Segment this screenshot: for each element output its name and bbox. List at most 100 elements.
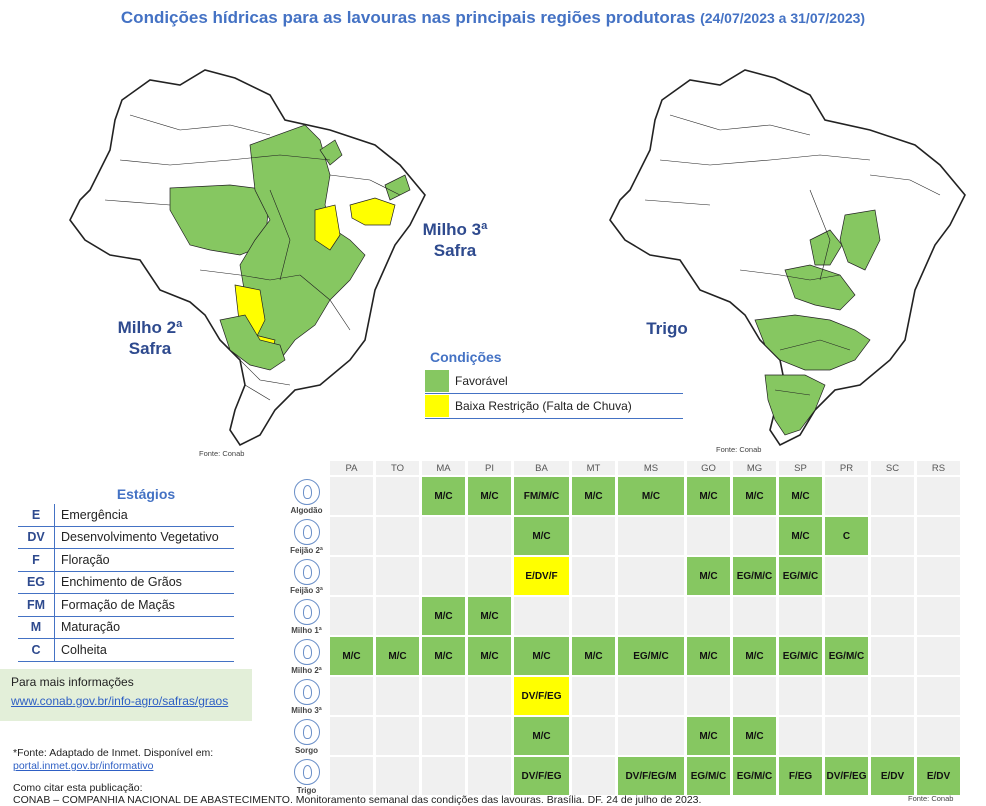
crop-name: Milho 2ª <box>291 666 322 675</box>
condition-cell <box>871 477 914 515</box>
condition-cell: EG/M/C <box>733 557 776 595</box>
condition-cell: M/C <box>687 557 730 595</box>
condition-cell <box>468 557 511 595</box>
table-row: Feijão 2ª M/C M/C C <box>286 517 960 555</box>
table-header-row: PA TO MA PI BA MT MS GO MG SP PR SC RS <box>286 461 960 475</box>
source-note: *Fonte: Adaptado de Inmet. Disponível em… <box>13 747 213 773</box>
condition-cell <box>376 677 419 715</box>
condition-cell: DV/F/EG/M <box>618 757 684 795</box>
legend-swatch-baixa-restricao <box>425 395 449 417</box>
region-yellow-ba-east <box>349 197 396 226</box>
condition-cell <box>917 517 960 555</box>
stage-row: M Maturação <box>18 616 234 639</box>
stage-row: FM Formação de Maçãs <box>18 594 234 617</box>
condition-cell: FM/M/C <box>514 477 569 515</box>
condition-cell <box>825 557 868 595</box>
condition-cell: M/C <box>422 637 465 675</box>
legend-item-baixa-restricao: Baixa Restrição (Falta de Chuva) <box>425 394 683 419</box>
condition-cell <box>330 717 373 755</box>
brazil-map-milho <box>69 69 426 447</box>
condition-cell <box>330 557 373 595</box>
stage-name: Enchimento de Grãos <box>61 575 182 590</box>
crop-label-cell: Trigo <box>286 757 327 795</box>
condition-cell <box>376 557 419 595</box>
crop-label-cell: Milho 1ª <box>286 597 327 635</box>
title-period: (24/07/2023 a 31/07/2023) <box>700 10 866 26</box>
region-north-green <box>169 184 271 256</box>
condition-cell <box>572 717 615 755</box>
condition-cell <box>572 677 615 715</box>
condition-cell: M/C <box>330 637 373 675</box>
more-info-link[interactable]: www.conab.gov.br/info-agro/safras/graos <box>11 694 229 708</box>
table-row: Trigo DV/F/EG DV/F/EG/M EG/M/C EG/M/C F/EG DV/… <box>286 757 960 795</box>
condition-cell <box>376 517 419 555</box>
condition-cell <box>618 597 684 635</box>
map-label-milho2: Milho 2ª Safra <box>100 317 200 359</box>
condition-cell: EG/M/C <box>779 557 822 595</box>
crop-name: Feijão 2ª <box>290 546 323 555</box>
fonte-left: Fonte: Conab <box>199 449 245 458</box>
stage-name: Formação de Maçãs <box>61 597 175 612</box>
legend-title: Condições <box>430 349 502 365</box>
citation-label: Como citar esta publicação: <box>13 782 143 794</box>
condition-cell: M/C <box>618 477 684 515</box>
stage-row: F Floração <box>18 549 234 572</box>
stages-title: Estágios <box>116 486 176 502</box>
stage-code: DV <box>18 526 55 548</box>
condition-cell <box>917 637 960 675</box>
condition-cell <box>376 717 419 755</box>
page-title: Condições hídricas para as lavouras nas … <box>0 8 986 28</box>
condition-cell: M/C <box>376 637 419 675</box>
condition-cell <box>779 717 822 755</box>
condition-cell: M/C <box>733 637 776 675</box>
stage-name: Floração <box>61 552 110 567</box>
state-header: MS <box>618 461 684 475</box>
stage-name: Colheita <box>61 642 107 657</box>
condition-cell: EG/M/C <box>825 637 868 675</box>
more-info-box: Para mais informações www.conab.gov.br/i… <box>0 669 252 721</box>
source-link[interactable]: portal.inmet.gov.br/informativo <box>13 760 154 772</box>
crop-name: Trigo <box>296 786 317 795</box>
condition-cell <box>376 757 419 795</box>
condition-cell <box>779 597 822 635</box>
condition-cell <box>468 517 511 555</box>
table-row: Milho 2ª M/C M/C M/C M/C M/C M/C EG/M/C M/C M/C EG… <box>286 637 960 675</box>
condition-cell <box>825 597 868 635</box>
condition-cell <box>618 557 684 595</box>
stage-code: M <box>18 616 55 638</box>
municipal-borders <box>104 114 401 401</box>
condition-cell: EG/M/C <box>779 637 822 675</box>
condition-cell <box>733 677 776 715</box>
condition-cell: M/C <box>572 637 615 675</box>
region-central-green <box>239 124 366 366</box>
condition-cell <box>871 637 914 675</box>
region-ms-green <box>784 264 856 311</box>
crop-label-cell: Feijão 2ª <box>286 517 327 555</box>
state-header: BA <box>514 461 569 475</box>
condition-cell: M/C <box>572 477 615 515</box>
condition-cell: M/C <box>468 637 511 675</box>
state-header: SP <box>779 461 822 475</box>
condition-cell <box>572 517 615 555</box>
stage-name: Desenvolvimento Vegetativo <box>61 530 219 545</box>
state-header: PA <box>330 461 373 475</box>
condition-cell: M/C <box>422 477 465 515</box>
condition-cell <box>330 477 373 515</box>
stage-row: DV Desenvolvimento Vegetativo <box>18 526 234 549</box>
stage-code: EG <box>18 571 55 593</box>
condition-cell <box>468 757 511 795</box>
crop-name: Sorgo <box>294 746 319 755</box>
stage-code: F <box>18 549 55 571</box>
state-header: MT <box>572 461 615 475</box>
condition-cell: F/EG <box>779 757 822 795</box>
crop-icon <box>293 679 320 705</box>
crop-name: Algodão <box>290 506 323 515</box>
condition-cell <box>871 677 914 715</box>
crop-icon <box>293 519 320 545</box>
table-row: Milho 1ª M/C M/C <box>286 597 960 635</box>
condition-cell <box>917 557 960 595</box>
condition-cell <box>871 517 914 555</box>
map-label-milho3-line1: Milho 3ª <box>422 220 488 239</box>
condition-cell: DV/F/EG <box>825 757 868 795</box>
condition-cell <box>871 717 914 755</box>
